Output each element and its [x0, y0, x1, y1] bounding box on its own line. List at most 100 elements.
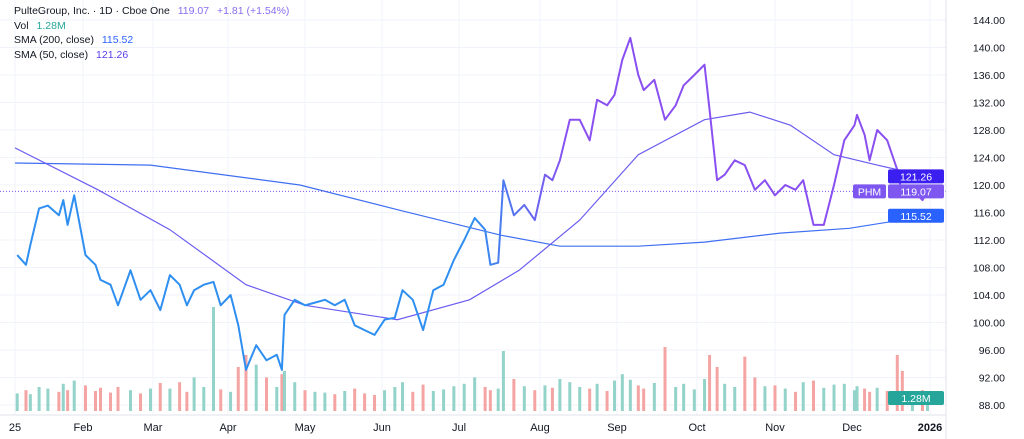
volume-bar — [24, 390, 27, 411]
volume-bar — [16, 393, 19, 411]
volume-bar — [473, 377, 476, 411]
volume-bar — [621, 374, 624, 411]
volume-bar — [229, 392, 232, 411]
time-tick-label: Apr — [219, 422, 236, 434]
volume-bar — [293, 382, 296, 411]
volume-bar — [159, 383, 162, 411]
volume-bar — [275, 387, 278, 411]
sma50-price-tag: 121.26 — [900, 171, 932, 183]
volume-bar — [117, 387, 120, 411]
price-tick-label: 136.00 — [973, 70, 1005, 82]
price-tick-label: 120.00 — [973, 180, 1005, 192]
volume-bar — [178, 382, 181, 411]
time-tick-label: 25 — [9, 422, 21, 434]
volume-bar — [129, 390, 132, 411]
volume-bar — [484, 387, 487, 411]
price-tick-label: 140.00 — [973, 43, 1005, 55]
volume-bar — [84, 385, 87, 411]
volume-bar — [708, 355, 711, 411]
price-tick-label: 144.00 — [973, 15, 1005, 27]
volume-bar — [283, 371, 286, 411]
volume-bar — [149, 389, 152, 411]
symbol-title[interactable]: PulteGroup, Inc. · 1D · Cboe One — [14, 5, 170, 17]
volume-bar — [265, 377, 268, 411]
volume-bar — [193, 377, 196, 411]
volume-bar — [664, 347, 667, 411]
grid — [0, 0, 946, 415]
volume-bar — [682, 384, 685, 411]
volume-bar — [822, 388, 825, 411]
volume-bar — [489, 390, 492, 411]
legend-title-row: PulteGroup, Inc. · 1D · Cboe One 119.07 … — [14, 4, 289, 19]
volume-bar — [723, 384, 726, 411]
volume-bar — [613, 381, 616, 411]
volume-bar — [323, 393, 326, 411]
volume-bar — [523, 386, 526, 411]
sma200-value: 115.52 — [102, 34, 133, 46]
volume-bar — [637, 385, 640, 411]
legend-sma50-row[interactable]: SMA (50, close) 121.26 — [14, 48, 289, 63]
volume-bar — [442, 389, 445, 411]
volume-bar — [693, 389, 696, 411]
volume-bar — [512, 379, 515, 411]
volume-bar — [743, 357, 746, 411]
legend-volume-row[interactable]: Vol 1.28M — [14, 19, 289, 34]
price-tick-label: 132.00 — [973, 98, 1005, 110]
volume-bar — [383, 390, 386, 411]
volume-bar — [373, 395, 376, 411]
sma200-label: SMA (200, close) — [14, 34, 94, 46]
volume-bar — [185, 392, 188, 411]
volume-bar — [868, 392, 871, 411]
volume-bar — [812, 381, 815, 411]
time-tick-label: May — [295, 422, 316, 434]
price-tick-label: 112.00 — [974, 235, 1005, 247]
legend-sma200-row[interactable]: SMA (200, close) 115.52 — [14, 33, 289, 48]
volume-bar — [543, 385, 546, 411]
volume-bar — [109, 393, 112, 411]
volume-bar — [733, 387, 736, 411]
volume-bar — [794, 392, 797, 411]
time-tick-label: Feb — [74, 422, 93, 434]
volume-bar — [578, 387, 581, 411]
price-axis[interactable]: 144.00140.00136.00132.00128.00124.00120.… — [973, 15, 1005, 412]
volume-bar — [629, 380, 632, 411]
sma50-line — [15, 112, 928, 320]
volume-bar — [863, 389, 866, 411]
time-tick-label: Aug — [530, 422, 550, 434]
volume-bar — [588, 389, 591, 411]
volume-bar — [29, 394, 32, 411]
volume-bar — [533, 390, 536, 411]
last-price: 119.07 — [178, 5, 209, 17]
volume-bar — [876, 388, 879, 411]
volume-bar — [212, 307, 215, 411]
time-tick-label: Mar — [144, 422, 163, 434]
time-axis[interactable]: 25FebMarAprMayJunJulAugSepOctNovDec2026 — [9, 422, 942, 434]
time-tick-label: Sep — [607, 422, 627, 434]
volume-bar — [703, 379, 706, 411]
volume-bar — [833, 385, 836, 411]
volume-bar — [62, 384, 65, 411]
volume-bar — [558, 379, 561, 411]
volume-bar — [716, 367, 719, 411]
volume-bar — [353, 389, 356, 411]
price-tick-label: 128.00 — [973, 125, 1005, 137]
volume-tag: 1.28M — [901, 393, 930, 405]
volume-bar — [856, 386, 859, 411]
volume-bar — [843, 384, 846, 411]
volume-bar — [502, 351, 505, 411]
volume-bar — [784, 389, 787, 411]
volume-bar — [568, 382, 571, 411]
volume-bar — [497, 389, 500, 411]
price-line — [17, 38, 927, 370]
volume-bar — [73, 381, 76, 411]
time-tick-label: Nov — [765, 422, 785, 434]
volume-bar — [46, 389, 49, 411]
volume-bar — [139, 393, 142, 411]
volume-bar — [674, 387, 677, 411]
price-tick-label: 92.00 — [979, 373, 1005, 385]
sma50-value: 121.26 — [96, 49, 128, 61]
volume-bar — [304, 390, 307, 411]
price-tick-label: 96.00 — [979, 345, 1005, 357]
volume-label: Vol — [14, 20, 29, 32]
